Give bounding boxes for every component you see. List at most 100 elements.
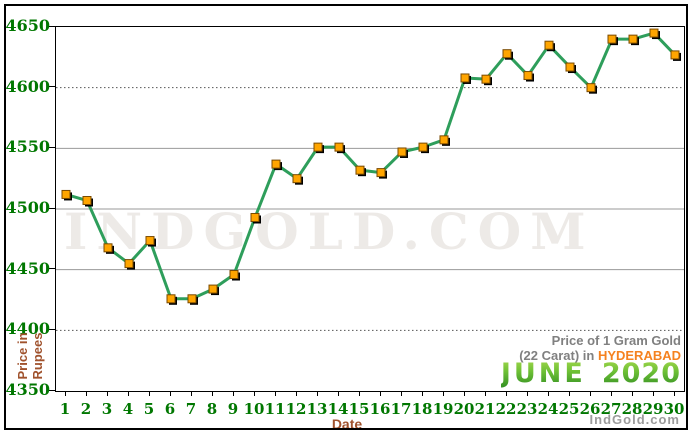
x-tick [148,391,150,396]
x-tick-label: 3 [101,400,113,418]
x-tick [547,391,549,396]
y-tick [47,207,55,209]
data-point-marker [628,34,638,44]
x-tick [589,391,591,396]
data-point-marker [397,147,407,157]
x-tick [232,391,234,396]
chart-annotation: Price of 1 Gram Gold (22 Carat) in HYDER… [501,333,681,387]
annotation-line1: Price of 1 Gram Gold [551,333,681,348]
x-tick-label: 18 [411,400,433,418]
x-tick-label: 5 [143,400,155,418]
x-tick [253,391,255,396]
y-tick-label: 4550 [5,137,50,157]
plot-area [55,26,685,392]
x-tick [358,391,360,396]
x-tick [85,391,87,396]
x-tick-label: 22 [495,400,517,418]
y-tick-label: 4600 [5,76,50,96]
annotation-month-year: JUNE 2020 [501,360,681,387]
x-tick-label: 16 [369,400,391,418]
data-point-marker [271,159,281,169]
x-tick-label: 20 [453,400,475,418]
x-tick [190,391,192,396]
y-tick [47,328,55,330]
x-tick-label: 29 [642,400,664,418]
data-point-marker [124,259,134,269]
x-tick-label: 30 [663,400,685,418]
x-tick-label: 21 [474,400,496,418]
data-point-marker [376,168,386,178]
watermark-text: INDGOLD.COM [64,202,595,261]
data-point-marker [229,270,239,280]
data-point-marker [166,294,176,304]
x-tick-label: 1 [59,400,71,418]
x-tick-label: 19 [432,400,454,418]
data-point-marker [208,284,218,294]
data-point-marker [103,243,113,253]
data-point-marker [544,40,554,50]
x-tick [169,391,171,396]
x-tick [379,391,381,396]
x-tick-label: 15 [348,400,370,418]
x-tick-label: 12 [285,400,307,418]
x-tick-label: 4 [122,400,134,418]
y-tick-label: 4400 [5,319,50,339]
data-point-marker [82,196,92,206]
data-point-marker [670,50,680,60]
x-tick-label: 10 [243,400,265,418]
y-tick [47,389,55,391]
x-tick [526,391,528,396]
x-tick [421,391,423,396]
x-tick [442,391,444,396]
x-tick [400,391,402,396]
x-axis-title: Date [331,416,363,432]
x-tick [652,391,654,396]
data-point-marker [607,34,617,44]
x-tick [610,391,612,396]
x-tick [64,391,66,396]
x-tick-label: 9 [227,400,239,418]
data-point-marker [649,28,659,38]
x-tick-label: 28 [621,400,643,418]
x-tick [211,391,213,396]
x-tick-label: 6 [164,400,176,418]
y-tick [47,268,55,270]
x-tick-label: 26 [579,400,601,418]
x-tick-label: 24 [537,400,559,418]
x-tick [568,391,570,396]
data-point-marker [418,142,428,152]
x-tick [316,391,318,396]
x-tick-label: 2 [80,400,92,418]
x-tick [484,391,486,396]
data-point-marker [187,294,197,304]
data-point-marker [586,83,596,93]
y-tick-label: 4350 [5,380,50,399]
x-tick-label: 25 [558,400,580,418]
data-point-marker [292,174,302,184]
y-tick-label: 4650 [5,16,50,35]
y-axis-title: Price in Rupees [15,332,45,380]
x-tick [127,391,129,396]
price-line [65,31,677,301]
x-tick-label: 13 [306,400,328,418]
data-point-marker [502,49,512,59]
data-point-marker [355,165,365,175]
data-point-marker [250,212,260,222]
x-tick-label: 8 [206,400,218,418]
annotation-year: 2020 [601,358,681,389]
data-point-marker [523,71,533,81]
data-point-marker [334,142,344,152]
x-tick-label: 23 [516,400,538,418]
y-tick-label: 4500 [5,198,50,217]
x-tick [274,391,276,396]
y-tick-label: 4450 [5,258,50,278]
x-tick-label: 7 [185,400,197,418]
y-tick [47,146,55,148]
x-tick [337,391,339,396]
annotation-line2-prefix: (22 Carat) in [519,348,598,363]
price-line-chart [56,28,684,331]
x-tick [295,391,297,396]
data-point-marker [61,189,71,199]
x-tick-label: 11 [264,400,286,418]
